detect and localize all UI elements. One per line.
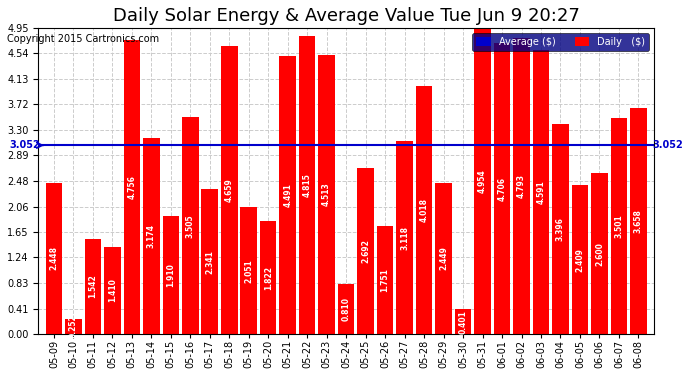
Text: 2.600: 2.600 xyxy=(595,242,604,266)
Text: 4.659: 4.659 xyxy=(225,178,234,202)
Title: Daily Solar Energy & Average Value Tue Jun 9 20:27: Daily Solar Energy & Average Value Tue J… xyxy=(112,7,580,25)
Text: 2.449: 2.449 xyxy=(439,246,448,270)
Bar xyxy=(357,168,374,334)
Bar xyxy=(591,173,608,334)
Text: 3.052: 3.052 xyxy=(652,140,683,150)
Bar xyxy=(533,50,549,334)
Legend: Average ($), Daily   ($): Average ($), Daily ($) xyxy=(473,33,649,51)
Bar xyxy=(416,86,433,334)
Bar xyxy=(182,117,199,334)
Text: 3.501: 3.501 xyxy=(614,214,624,238)
Bar xyxy=(299,36,315,334)
Text: 1.410: 1.410 xyxy=(108,279,117,303)
Text: 4.018: 4.018 xyxy=(420,198,428,222)
Text: 0.810: 0.810 xyxy=(342,297,351,321)
Bar xyxy=(201,189,218,334)
Bar xyxy=(455,309,471,334)
Bar xyxy=(494,43,511,334)
Text: 3.658: 3.658 xyxy=(634,209,643,233)
Text: 1.822: 1.822 xyxy=(264,266,273,290)
Bar xyxy=(552,124,569,334)
Text: 3.505: 3.505 xyxy=(186,214,195,237)
Bar xyxy=(279,56,296,334)
Bar xyxy=(396,141,413,334)
Text: 3.052: 3.052 xyxy=(10,140,40,150)
Bar xyxy=(435,183,452,334)
Bar xyxy=(65,318,81,334)
Text: 4.591: 4.591 xyxy=(537,180,546,204)
Bar xyxy=(221,46,237,334)
Text: 2.409: 2.409 xyxy=(575,248,584,272)
Text: 0.252: 0.252 xyxy=(69,315,78,338)
Bar xyxy=(513,38,530,334)
Bar xyxy=(104,247,121,334)
Text: 4.706: 4.706 xyxy=(497,177,506,201)
Text: 4.815: 4.815 xyxy=(303,173,312,197)
Bar xyxy=(260,221,277,334)
Bar xyxy=(338,284,355,334)
Bar xyxy=(318,55,335,334)
Bar xyxy=(572,185,589,334)
Bar xyxy=(124,40,140,334)
Text: 4.954: 4.954 xyxy=(478,169,487,193)
Text: 3.396: 3.396 xyxy=(556,217,565,241)
Text: 1.542: 1.542 xyxy=(88,274,97,298)
Text: 3.174: 3.174 xyxy=(147,224,156,248)
Text: 4.513: 4.513 xyxy=(322,183,331,206)
Text: 4.793: 4.793 xyxy=(517,174,526,198)
Text: 2.051: 2.051 xyxy=(244,259,253,282)
Text: 1.751: 1.751 xyxy=(381,268,390,292)
Text: Copyright 2015 Cartronics.com: Copyright 2015 Cartronics.com xyxy=(7,34,159,44)
Text: 2.692: 2.692 xyxy=(361,239,370,263)
Bar xyxy=(377,226,393,334)
Bar xyxy=(474,28,491,334)
Text: 1.910: 1.910 xyxy=(166,263,175,287)
Bar xyxy=(46,183,62,334)
Bar xyxy=(240,207,257,334)
Text: 0.401: 0.401 xyxy=(459,310,468,334)
Bar xyxy=(143,138,159,334)
Text: 4.491: 4.491 xyxy=(283,183,292,207)
Text: 2.341: 2.341 xyxy=(205,250,215,274)
Bar xyxy=(611,117,627,334)
Bar xyxy=(85,239,101,334)
Bar xyxy=(163,216,179,334)
Text: 4.756: 4.756 xyxy=(128,175,137,199)
Text: 2.448: 2.448 xyxy=(50,246,59,270)
Text: 3.118: 3.118 xyxy=(400,226,409,250)
Bar xyxy=(630,108,647,334)
